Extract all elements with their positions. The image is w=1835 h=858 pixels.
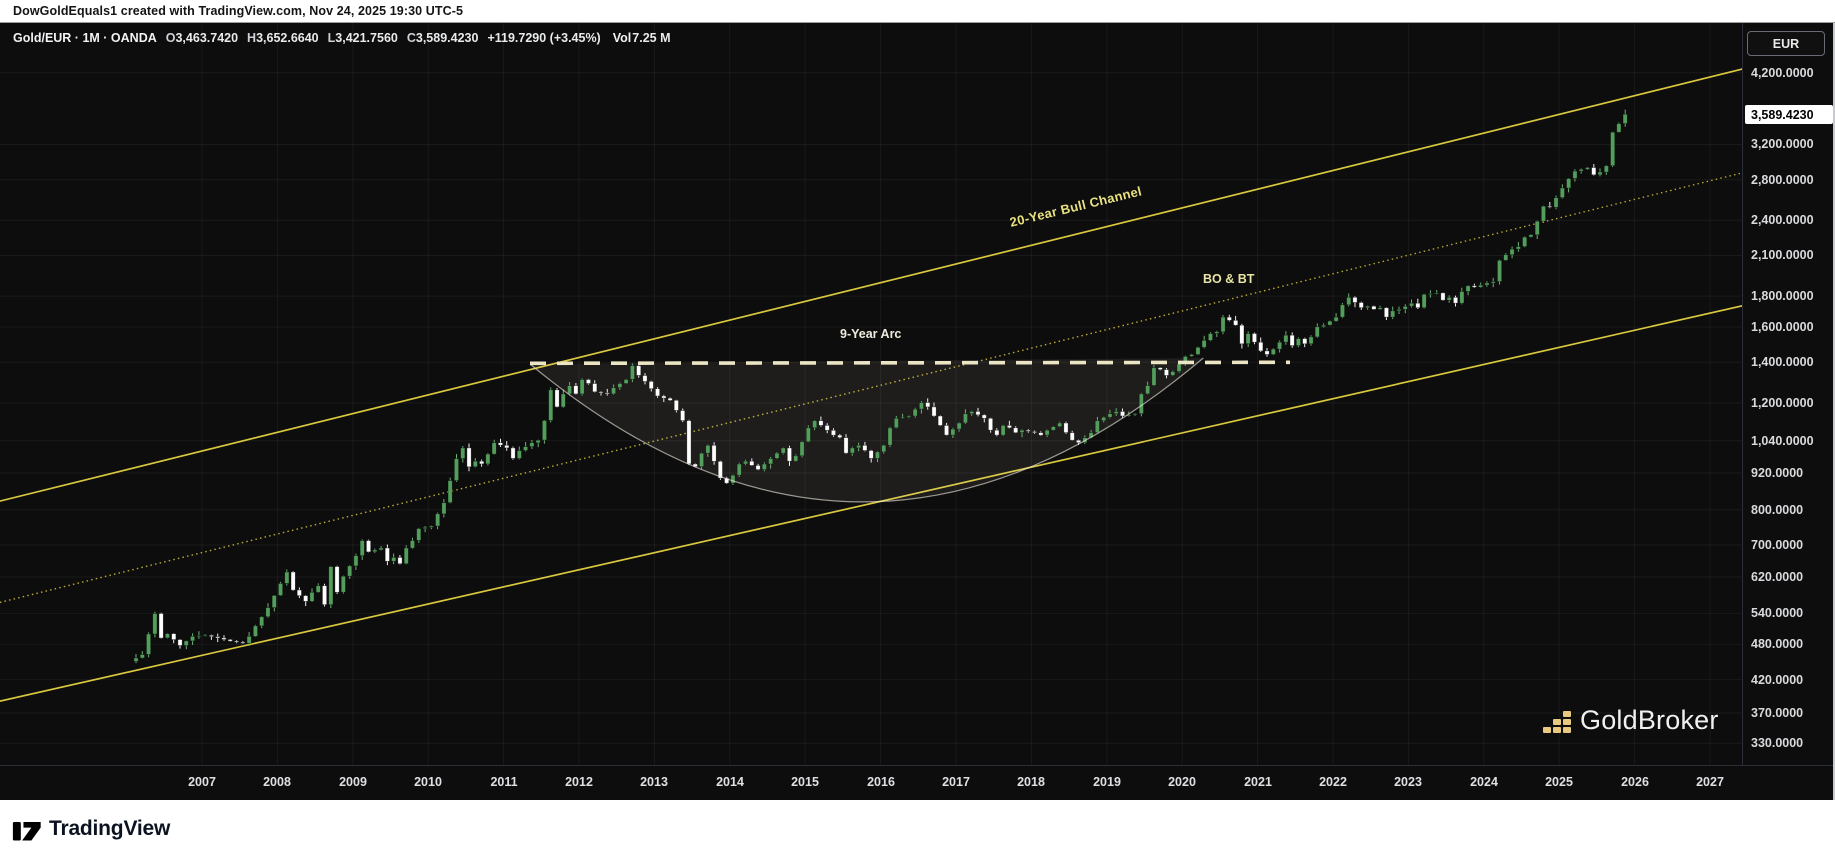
year-tick: 2015: [791, 775, 819, 789]
year-tick: 2013: [640, 775, 668, 789]
open-value: 3,463.7420: [175, 31, 239, 45]
price-tick: 480.0000: [1751, 637, 1804, 651]
change-value: +119.7290 (+3.45%): [487, 31, 601, 45]
year-tick: 2020: [1168, 775, 1196, 789]
goldbroker-watermark: GoldBroker: [1543, 705, 1719, 735]
year-tick: 2024: [1470, 775, 1498, 789]
low-label: L: [327, 31, 336, 45]
price-tick: 3,200.0000: [1751, 137, 1814, 151]
tradingview-brand-text: TradingView: [49, 817, 171, 840]
candles: [133, 109, 1628, 664]
year-tick: 2009: [339, 775, 367, 789]
price-tick: 920.0000: [1751, 466, 1804, 480]
tradingview-logo[interactable]: TradingView: [12, 814, 170, 844]
price-tick: 800.0000: [1751, 503, 1804, 517]
year-tick: 2022: [1319, 775, 1347, 789]
year-tick: 2025: [1545, 775, 1573, 789]
arc-fill: [530, 358, 1204, 502]
year-tick: 2027: [1696, 775, 1724, 789]
year-tick: 2012: [565, 775, 593, 789]
price-tick: 620.0000: [1751, 570, 1804, 584]
symbol-title: Gold/EUR · 1M · OANDA: [13, 31, 157, 45]
price-tick: 2,400.0000: [1751, 213, 1814, 227]
grid: [0, 23, 1742, 765]
close-value: 3,589.4230: [415, 31, 479, 45]
year-tick: 2017: [942, 775, 970, 789]
footer-bar: TradingView: [0, 800, 1835, 858]
price-tick: 370.0000: [1751, 706, 1804, 720]
price-scale[interactable]: EUR 4,200.0000 3,200.0000 2,800.0000 2,400.…: [1742, 23, 1833, 765]
year-tick: 2018: [1017, 775, 1045, 789]
channel-lines: [0, 68, 1742, 703]
price-tick: 1,600.0000: [1751, 320, 1814, 334]
currency-button[interactable]: EUR: [1747, 31, 1825, 56]
low-value: 3,421.7560: [335, 31, 398, 45]
year-tick: 2023: [1394, 775, 1422, 789]
attribution-text: DowGoldEquals1 created with TradingView.…: [13, 4, 464, 18]
arc-overlay: [529, 357, 1291, 503]
year-tick: 2016: [867, 775, 895, 789]
price-tick: 1,400.0000: [1751, 355, 1814, 369]
symbol-legend: Gold/EUR · 1M · OANDA O3,463.7420 H3,652…: [13, 29, 670, 47]
high-label: H: [247, 31, 257, 45]
price-tick: 420.0000: [1751, 673, 1804, 687]
plot-svg[interactable]: [0, 23, 1742, 765]
high-value: 3,652.6640: [256, 31, 319, 45]
price-tick: 1,200.0000: [1751, 396, 1814, 410]
year-tick: 2021: [1244, 775, 1272, 789]
tradingview-logo-icon: [12, 821, 41, 841]
price-tick: 2,800.0000: [1751, 173, 1814, 187]
price-tick: 1,040.0000: [1751, 434, 1814, 448]
volume-label: Vol: [612, 31, 632, 45]
year-tick: 2019: [1093, 775, 1121, 789]
price-tick: 2,100.0000: [1751, 248, 1814, 262]
year-tick: 2014: [716, 775, 744, 789]
attribution-bar: DowGoldEquals1 created with TradingView.…: [0, 0, 1835, 23]
year-tick: 2007: [188, 775, 216, 789]
bo-bt-label: BO & BT: [1203, 272, 1255, 286]
price-tick: 540.0000: [1751, 606, 1804, 620]
price-tick: 4,200.0000: [1751, 66, 1814, 80]
year-tick: 2008: [263, 775, 291, 789]
year-tick: 2011: [490, 775, 518, 789]
close-label: C: [406, 31, 416, 45]
price-tick: 700.0000: [1751, 538, 1804, 552]
time-scale[interactable]: 2007 2008 2009 2010 2011 2012 2013 2014 2015 2016…: [0, 765, 1833, 800]
price-tick: 330.0000: [1751, 736, 1804, 750]
year-tick: 2026: [1621, 775, 1649, 789]
open-label: O: [165, 31, 176, 45]
price-tick: 1,800.0000: [1751, 289, 1814, 303]
chart-container: Gold/EUR · 1M · OANDA O3,463.7420 H3,652…: [0, 23, 1835, 800]
volume-value: 7.25 M: [632, 31, 671, 45]
arc-label: 9-Year Arc: [840, 327, 902, 341]
goldbroker-brand-text: GoldBroker: [1580, 705, 1719, 735]
candlestick-plot[interactable]: [0, 23, 1742, 765]
year-tick: 2010: [414, 775, 442, 789]
gold-bars-icon: [1543, 707, 1571, 733]
last-price-label: 3,589.4230: [1745, 105, 1833, 124]
